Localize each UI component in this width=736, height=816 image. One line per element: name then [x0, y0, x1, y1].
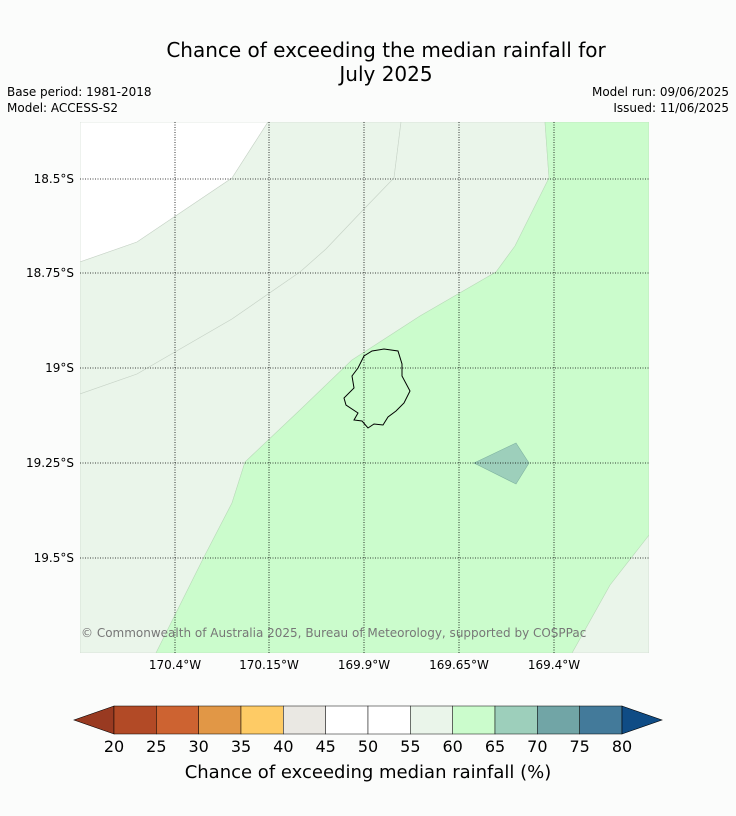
title-line-1: Chance of exceeding the median rainfall …: [166, 38, 606, 62]
colorbar-label: Chance of exceeding median rainfall (%): [185, 762, 552, 783]
colorbar-tick-label: 70: [527, 737, 547, 756]
map-area: © Commonwealth of Australia 2025, Bureau…: [80, 122, 649, 653]
lat-label: 18.5°S: [34, 172, 74, 186]
map-title: Chance of exceeding the median rainfall …: [0, 38, 736, 86]
colorbar-tick-label: 75: [569, 737, 589, 756]
colorbar-bin: [325, 705, 369, 735]
colorbar-over-arrow: [621, 705, 663, 735]
model-name: Model: ACCESS-S2: [7, 101, 119, 115]
colorbar-bin: [198, 705, 242, 735]
colorbar-bin: [240, 705, 284, 735]
lat-label: 19°S: [45, 361, 74, 375]
colorbar: 20 25 30 35 40 45 50 55 60 65 70 75 80: [73, 705, 663, 756]
graticule: [80, 122, 649, 653]
lon-label: 169.9°W: [338, 658, 390, 672]
model-run: Model run: 09/06/2025: [591, 85, 729, 99]
region-60-65: [155, 122, 649, 653]
meta-left: Base period: 1981-2018 Model: ACCESS-S2: [7, 84, 152, 116]
latitude-labels: 18.5°S 18.75°S 19°S 19.25°S 19.5°S: [26, 172, 74, 565]
copyright-notice: © Commonwealth of Australia 2025, Bureau…: [81, 626, 586, 640]
colorbar-bin: [452, 705, 496, 735]
colorbar-bin: [410, 705, 453, 735]
colorbar-bin: [367, 705, 411, 735]
colorbar-bin: [537, 705, 580, 735]
colorbar-tick-label: 45: [315, 737, 335, 756]
meta-right: Model run: 09/06/2025 Issued: 11/06/2025: [592, 84, 729, 116]
colorbar-bin: [113, 705, 157, 735]
lat-label: 18.75°S: [26, 266, 74, 280]
lat-label: 19.5°S: [34, 551, 74, 565]
island-coastline: [343, 348, 411, 429]
colorbar-bin: [283, 705, 326, 735]
colorbar-tick-label: 20: [104, 737, 124, 756]
title-line-2: July 2025: [339, 62, 433, 86]
lon-label: 170.4°W: [149, 658, 201, 672]
colorbar-tick-label: 30: [188, 737, 208, 756]
colorbar-bin: [494, 705, 538, 735]
colorbar-tick-label: 50: [358, 737, 378, 756]
lon-label: 170.15°W: [239, 658, 299, 672]
colorbar-tick-label: 40: [273, 737, 293, 756]
lat-label: 19.25°S: [26, 456, 74, 470]
colorbar-tick-label: 55: [400, 737, 420, 756]
colorbar-bin: [156, 705, 199, 735]
colorbar-tick-label: 25: [146, 737, 166, 756]
longitude-labels: 170.4°W 170.15°W 169.9°W 169.65°W 169.4°…: [149, 658, 580, 672]
lon-label: 169.65°W: [429, 658, 489, 672]
issued-date: Issued: 11/06/2025: [613, 101, 729, 115]
base-period: Base period: 1981-2018: [7, 85, 152, 99]
colorbar-tick-label: 60: [442, 737, 462, 756]
colorbar-tick-label: 65: [485, 737, 505, 756]
lon-label: 169.4°W: [528, 658, 580, 672]
colorbar-bin: [579, 705, 623, 735]
colorbar-tick-label: 35: [231, 737, 251, 756]
region-65-70: [473, 442, 530, 485]
colorbar-tick-label: 80: [612, 737, 632, 756]
colorbar-under-arrow: [73, 705, 115, 735]
